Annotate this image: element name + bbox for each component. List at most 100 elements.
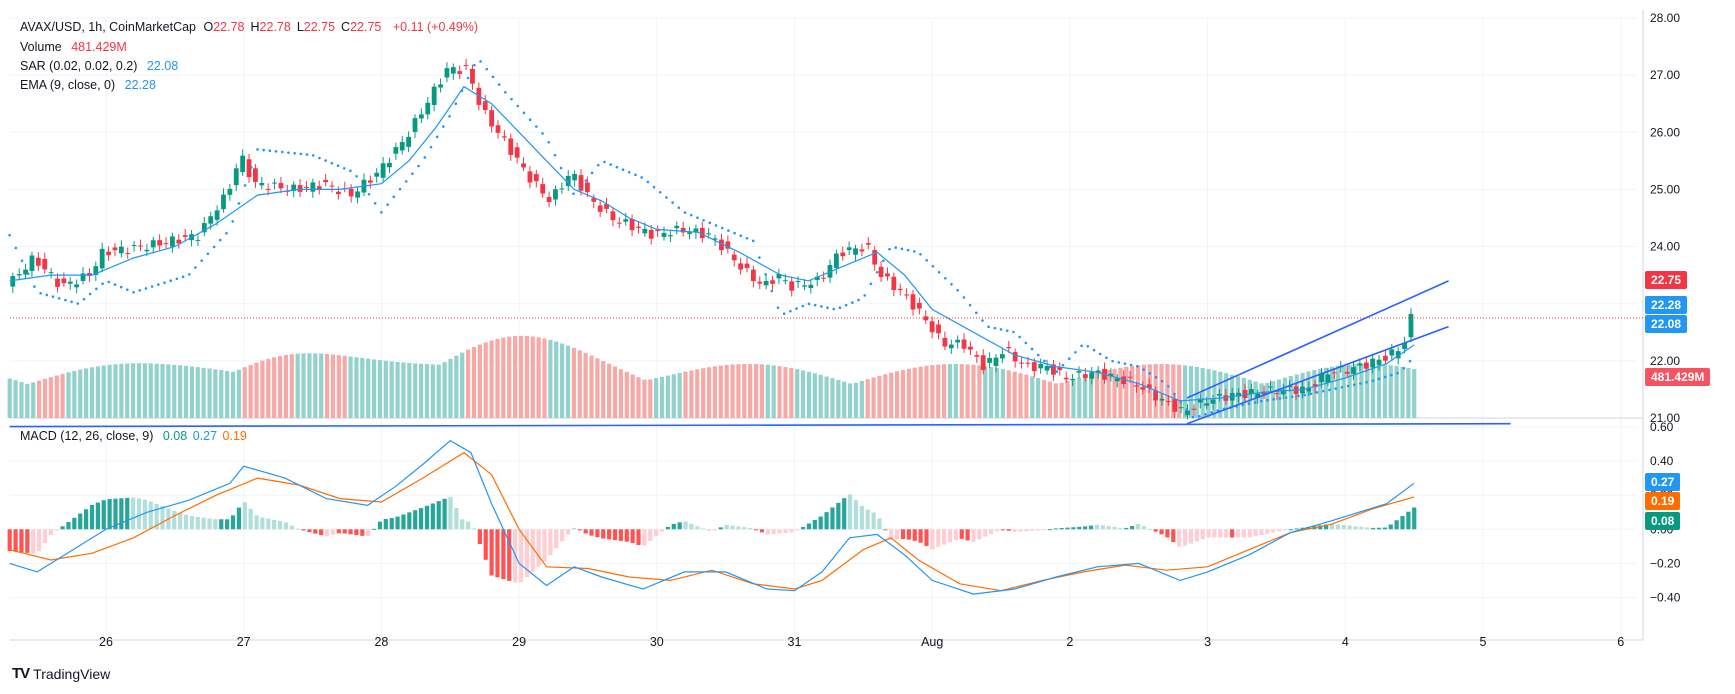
- candle-body: [814, 276, 820, 281]
- candle-body: [1031, 362, 1037, 372]
- sar-dot: [169, 279, 173, 283]
- macd-hist-bar: [1329, 523, 1335, 530]
- candle-body: [1127, 376, 1133, 378]
- volume-bar: [31, 382, 36, 418]
- volume-bar: [971, 364, 976, 418]
- candle-body: [23, 269, 28, 275]
- candle-body: [572, 174, 578, 181]
- sar-dot: [1086, 344, 1090, 348]
- sar-dot: [677, 206, 681, 210]
- volume-bar: [877, 375, 882, 418]
- sar-dot: [516, 104, 520, 108]
- volume-bar: [142, 363, 147, 418]
- macd-hist-bar: [107, 499, 112, 530]
- sar-dot: [1148, 372, 1152, 375]
- volume-bar: [554, 341, 559, 418]
- macd-hist-bar: [1047, 529, 1052, 531]
- candle-body: [1312, 384, 1318, 388]
- macd-hist-bar: [1359, 526, 1364, 530]
- signal-line: [9, 451, 1415, 592]
- sar-dot: [386, 203, 389, 206]
- last-price-tag: 22.75: [1645, 271, 1688, 289]
- macd-hist-bar: [1030, 529, 1035, 531]
- volume-bar: [847, 383, 853, 418]
- candle-body: [872, 249, 878, 265]
- ohlc-key: C: [341, 20, 351, 34]
- sar-dot: [1284, 396, 1288, 399]
- sar-dot: [1396, 371, 1399, 375]
- volume-bar: [636, 377, 641, 418]
- sar-dot: [1346, 384, 1350, 388]
- volume-bar: [706, 367, 712, 418]
- candle-body: [1063, 377, 1069, 380]
- sar-dot: [39, 291, 42, 295]
- sar-dot: [64, 298, 67, 302]
- macd-hist-bar: [219, 519, 224, 530]
- macd-hist-bar: [1288, 529, 1293, 531]
- time-tick-label: 30: [650, 635, 664, 649]
- candle-body: [489, 110, 495, 127]
- macd-hist-bar: [1012, 529, 1017, 532]
- candle-body: [470, 68, 475, 84]
- candle-body: [1082, 374, 1088, 378]
- candle-body: [278, 183, 284, 189]
- candle-body: [591, 198, 597, 202]
- macd-hist-bar: [1388, 524, 1393, 530]
- volume-bar: [242, 367, 247, 418]
- volume-bar: [183, 365, 189, 418]
- sar-dot: [1191, 415, 1195, 419]
- volume-bar: [1083, 375, 1088, 418]
- volume-bar: [319, 353, 324, 418]
- candle-body: [329, 185, 335, 187]
- macd-hist-bar: [724, 524, 729, 530]
- volume-bar: [354, 357, 359, 418]
- volume-bar: [383, 360, 388, 418]
- volume-bar: [630, 374, 635, 418]
- ema-legend: EMA (9, close, 0) 22.28: [20, 78, 156, 92]
- volume-bar: [936, 364, 941, 418]
- volume-bar: [1312, 370, 1317, 418]
- volume-bar: [965, 364, 970, 418]
- candle-body: [1376, 359, 1382, 365]
- volume-bar: [583, 352, 588, 418]
- candle-body: [227, 188, 233, 195]
- macd-hist-bar: [965, 529, 970, 541]
- candle-body: [604, 204, 609, 209]
- sar-dot: [1241, 403, 1245, 407]
- sar-dot: [212, 245, 216, 249]
- sar-dot: [14, 246, 18, 250]
- volume-bar: [230, 371, 236, 418]
- candle-body: [1178, 407, 1184, 409]
- macd-hist-bar: [912, 529, 917, 541]
- candle-body: [387, 162, 392, 168]
- candle-body: [750, 269, 756, 282]
- macd-hist-bar: [1218, 529, 1223, 538]
- volume-bar: [460, 352, 465, 418]
- macd-hist-bar: [1065, 527, 1070, 530]
- volume-bar: [189, 366, 194, 418]
- sar-dot: [324, 159, 327, 162]
- candle-body: [648, 229, 654, 239]
- sar-dot: [900, 247, 904, 251]
- sar-dot: [1390, 373, 1393, 377]
- volume-bar: [201, 367, 206, 418]
- change-value: +0.11 (+0.49%): [392, 20, 479, 34]
- sar-dot: [194, 266, 197, 269]
- tradingview-brand[interactable]: TV TradingView: [12, 665, 110, 682]
- sar-dot: [157, 283, 160, 286]
- macd-hist-bar: [683, 521, 688, 530]
- sar-dot: [801, 304, 805, 308]
- sar-dot: [1043, 359, 1046, 363]
- sar-dot: [429, 145, 433, 149]
- volume-bar: [1194, 366, 1199, 418]
- candle-body: [1025, 362, 1031, 364]
- sar-price-tag: 22.08: [1645, 315, 1688, 333]
- sar-legend: SAR (0.02, 0.02, 0.2) 22.08: [20, 59, 178, 73]
- volume-bar: [894, 371, 900, 418]
- ema-label: EMA (9, close, 0): [20, 78, 116, 92]
- macd-hist-bar: [983, 529, 988, 537]
- volume-bar: [119, 363, 124, 418]
- sar-dot: [1049, 365, 1052, 369]
- sar-dot: [1136, 364, 1139, 368]
